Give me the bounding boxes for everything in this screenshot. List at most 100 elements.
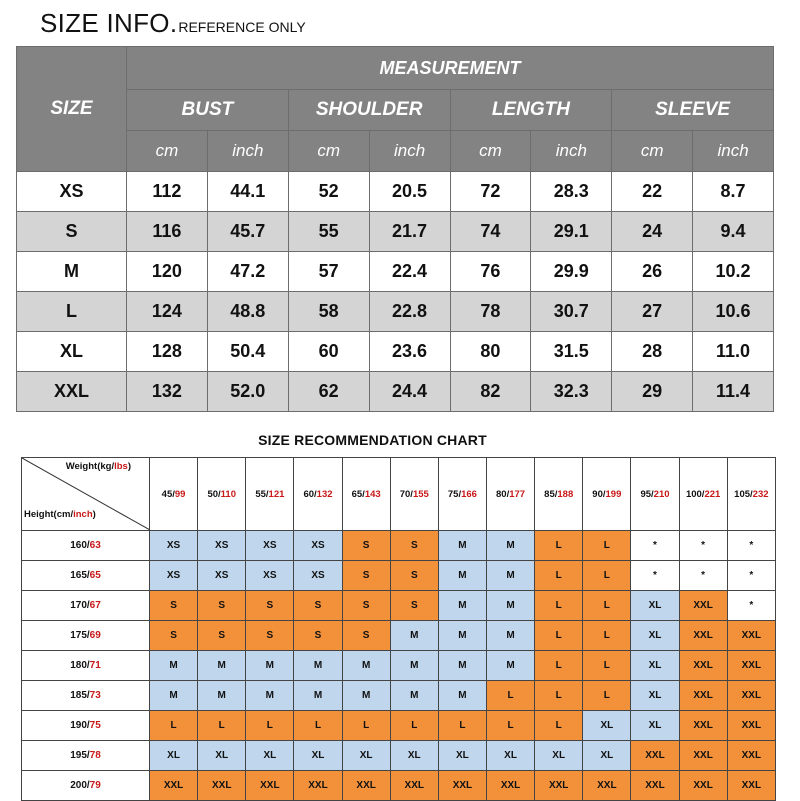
recommendation-cell: L <box>245 710 295 741</box>
size-recommendation-table: Weight(kg/lbs) Height(cm/inch) 45/99 50/1… <box>21 457 777 801</box>
recommendation-cell: S <box>293 620 343 651</box>
size-row: XS 112 44.1 52 20.5 72 28.3 22 8.7 <box>16 171 774 212</box>
measurement-cell: 29 <box>611 371 694 412</box>
recommendation-cell: XXL <box>197 770 247 801</box>
recommendation-cell: M <box>245 680 295 711</box>
recommendation-cell: XXL <box>678 710 728 741</box>
unit-header: cm <box>449 130 532 172</box>
recommendation-cell: XL <box>341 740 391 771</box>
recommendation-cell: XXL <box>726 740 777 771</box>
measurement-cell: 78 <box>449 291 532 332</box>
recommendation-cell: M <box>197 680 247 711</box>
recommendation-cell: XXL <box>678 650 728 681</box>
recommendation-cell: XXL <box>389 770 439 801</box>
measurement-cell: 30.7 <box>530 291 613 332</box>
measurement-cell: 9.4 <box>692 211 774 252</box>
unit-header: cm <box>611 130 694 172</box>
unit-header: cm <box>287 130 370 172</box>
recommendation-cell: M <box>389 680 439 711</box>
recommendation-cell: L <box>485 710 536 741</box>
measurement-header: MEASUREMENT <box>126 46 774 90</box>
recommendation-cell: L <box>582 650 632 681</box>
recommendation-cell: L <box>582 560 632 591</box>
recommendation-cell: S <box>148 590 199 621</box>
recommendation-cell: * <box>630 560 680 591</box>
recommendation-cell: L <box>534 590 584 621</box>
recommendation-title: SIZE RECOMMENDATION CHART <box>258 432 487 448</box>
height-row: 170/67 S S S S S S M M L L XL XXL * <box>21 590 777 621</box>
recommendation-cell: L <box>485 680 536 711</box>
recommendation-cell: L <box>534 620 584 651</box>
measurement-cell: 52.0 <box>206 371 289 412</box>
group-header: BUST <box>126 89 289 131</box>
recommendation-cell: M <box>389 650 439 681</box>
height-label: 180/71 <box>21 650 150 681</box>
height-row: 180/71 M M M M M M M M L L XL XXL XXL <box>21 650 777 681</box>
recommendation-cell: S <box>341 590 391 621</box>
recommendation-cell: L <box>389 710 439 741</box>
recommendation-cell: L <box>582 680 632 711</box>
recommendation-cell: M <box>293 680 343 711</box>
height-row: 160/63 XS XS XS XS S S M M L L * * * <box>21 530 777 561</box>
measurement-cell: 32.3 <box>530 371 613 412</box>
size-row: S 116 45.7 55 21.7 74 29.1 24 9.4 <box>16 211 774 252</box>
measurement-cell: 50.4 <box>206 331 289 372</box>
measurement-cell: 60 <box>287 331 370 372</box>
height-row: 195/78 XL XL XL XL XL XL XL XL XL XL XXL XXL XXL <box>21 740 777 771</box>
height-row: 175/69 S S S S S M M M L L XL XXL XXL <box>21 620 777 651</box>
recommendation-cell: XS <box>148 530 199 561</box>
recommendation-cell: S <box>341 620 391 651</box>
measurement-cell: 112 <box>126 171 208 212</box>
recommendation-cell: * <box>630 530 680 561</box>
weight-header-cell: 80/177 <box>485 457 536 531</box>
group-header: SLEEVE <box>611 89 774 131</box>
recommendation-cell: XS <box>197 530 247 561</box>
measurement-cell: 57 <box>287 251 370 292</box>
unit-header: inch <box>368 130 451 172</box>
measurement-cell: 21.7 <box>368 211 451 252</box>
recommendation-cell: L <box>341 710 391 741</box>
recommendation-cell: XXL <box>293 770 343 801</box>
height-axis-label: Height(cm/inch) <box>24 509 96 520</box>
recommendation-cell: S <box>389 590 439 621</box>
measurement-cell: 132 <box>126 371 208 412</box>
size-label: M <box>16 251 127 292</box>
measurement-cell: 22.4 <box>368 251 451 292</box>
recommendation-cell: XXL <box>678 680 728 711</box>
recommendation-cell: XXL <box>630 770 680 801</box>
measurement-cell: 23.6 <box>368 331 451 372</box>
recommendation-cell: M <box>293 650 343 681</box>
measurement-cell: 22 <box>611 171 694 212</box>
recommendation-cell: L <box>582 530 632 561</box>
recommendation-cell: XXL <box>485 770 536 801</box>
height-label: 170/67 <box>21 590 150 621</box>
measurement-cell: 47.2 <box>206 251 289 292</box>
measurement-cell: 55 <box>287 211 370 252</box>
recommendation-cell: XL <box>582 710 632 741</box>
recommendation-cell: XXL <box>726 770 777 801</box>
measurement-cell: 11.4 <box>692 371 774 412</box>
recommendation-cell: M <box>148 650 199 681</box>
recommendation-cell: XL <box>630 680 680 711</box>
recommendation-cell: XXL <box>678 740 728 771</box>
recommendation-cell: S <box>197 620 247 651</box>
unit-header: inch <box>530 130 613 172</box>
weight-header-cell: 60/132 <box>293 457 343 531</box>
measurement-cell: 11.0 <box>692 331 774 372</box>
recommendation-cell: S <box>245 620 295 651</box>
recommendation-cell: L <box>582 590 632 621</box>
recommendation-cell: XL <box>630 650 680 681</box>
recommendation-cell: S <box>197 590 247 621</box>
group-header: SHOULDER <box>287 89 451 131</box>
weight-header-cell: 105/232 <box>726 457 777 531</box>
recommendation-cell: S <box>389 560 439 591</box>
recommendation-cell: L <box>534 680 584 711</box>
recommendation-cell: XXL <box>630 740 680 771</box>
recommendation-cell: M <box>437 560 487 591</box>
measurement-cell: 27 <box>611 291 694 332</box>
measurement-cell: 124 <box>126 291 208 332</box>
recommendation-cell: M <box>341 650 391 681</box>
group-header-row: BUST SHOULDER LENGTH SLEEVE <box>17 89 774 131</box>
unit-header: inch <box>692 130 774 172</box>
recommendation-cell: L <box>534 710 584 741</box>
